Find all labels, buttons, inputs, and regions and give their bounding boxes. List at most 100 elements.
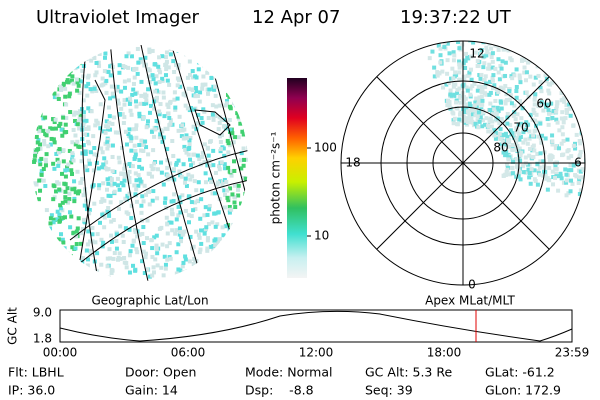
pixel (465, 88, 470, 93)
pixel (218, 139, 223, 144)
pixel (430, 49, 435, 54)
pixel (110, 154, 115, 159)
pixel (46, 266, 51, 271)
y-tick-label: 9.0 (33, 306, 52, 320)
pixel (220, 225, 225, 230)
pixel (134, 126, 139, 131)
pixel (212, 87, 217, 92)
pixel (538, 80, 543, 85)
pixel (497, 131, 502, 136)
pixel (75, 122, 80, 127)
pixel (556, 188, 561, 193)
pixel (547, 165, 552, 170)
pixel (75, 191, 80, 196)
pixel (67, 148, 72, 153)
pixel (164, 50, 169, 55)
pixel (550, 139, 555, 144)
pixel (577, 175, 582, 180)
pixel (35, 234, 40, 239)
pixel (75, 64, 80, 69)
pixel (236, 193, 241, 198)
pixel (228, 127, 233, 132)
pixel (436, 43, 441, 48)
pixel (106, 69, 111, 74)
pixel (192, 256, 197, 261)
pixel (492, 127, 497, 132)
pixel (555, 101, 560, 106)
pixel (100, 212, 105, 217)
pixel (42, 138, 47, 143)
pixel (137, 158, 142, 163)
pixel (109, 177, 114, 182)
pixel (518, 134, 523, 139)
pixel (457, 46, 462, 51)
pixel (187, 138, 192, 143)
pixel (478, 52, 483, 57)
pixel (64, 116, 69, 121)
pixel (246, 52, 248, 57)
pixel (94, 60, 99, 65)
pixel (205, 146, 210, 151)
pixel (205, 238, 210, 243)
pixel (137, 143, 142, 148)
pixel (537, 165, 542, 170)
pixel (90, 239, 95, 244)
pixel (499, 142, 504, 147)
pixel (543, 173, 548, 178)
pixel (119, 181, 124, 186)
pixel (451, 58, 456, 63)
pixel (512, 73, 517, 78)
pixel (571, 143, 576, 148)
pixel (92, 152, 97, 157)
pixel (563, 167, 568, 172)
pixel (135, 71, 140, 76)
pixel (561, 180, 566, 185)
pixel (50, 126, 55, 131)
pixel (108, 200, 113, 205)
pixel (45, 279, 50, 281)
pixel (133, 91, 138, 96)
pixel (139, 210, 144, 215)
pixel (152, 235, 157, 240)
pixel (33, 223, 38, 228)
pixel (65, 165, 70, 170)
pixel (207, 203, 212, 208)
pixel (57, 218, 62, 223)
pixel (101, 240, 106, 245)
pixel (229, 247, 234, 252)
pixel (464, 102, 469, 107)
pixel (122, 178, 127, 183)
pixel (438, 60, 443, 65)
pixel (546, 108, 551, 113)
pixel (187, 59, 192, 64)
pixel (136, 183, 141, 188)
pixel (207, 163, 212, 168)
pixel (186, 152, 191, 157)
pixel (545, 117, 550, 122)
pixel (105, 146, 110, 151)
pixel (127, 101, 132, 106)
pixel (76, 276, 81, 281)
pixel (476, 110, 481, 115)
pixel (454, 106, 459, 111)
pixel (222, 153, 227, 158)
pixel (83, 126, 88, 131)
pixel (178, 84, 183, 89)
pixel (535, 182, 540, 187)
pixel (190, 69, 195, 74)
pixel (32, 83, 37, 88)
pixel (186, 213, 191, 218)
pixel (460, 42, 465, 47)
pixel (209, 180, 214, 185)
pixel (122, 79, 127, 84)
pixel (211, 273, 216, 278)
pixel (99, 83, 104, 88)
pixel (480, 98, 485, 103)
pixel (492, 133, 497, 138)
pixel (91, 134, 96, 139)
pixel (486, 66, 491, 71)
pixel (495, 105, 500, 110)
pixel (539, 89, 544, 94)
pixel (465, 109, 470, 114)
pixel (82, 119, 87, 124)
